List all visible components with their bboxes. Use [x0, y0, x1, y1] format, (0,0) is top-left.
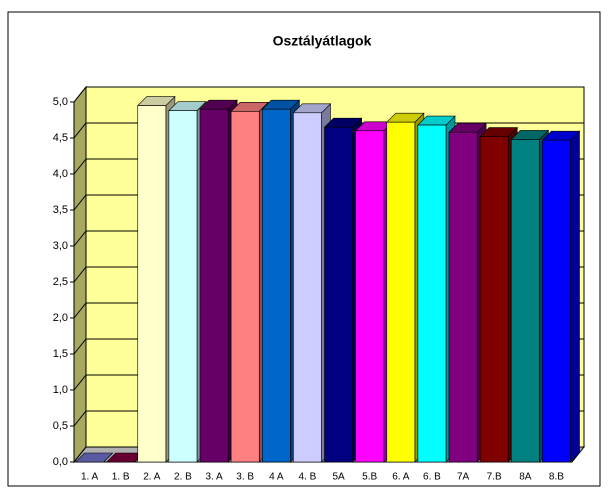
x-tick-label: 7.B [487, 472, 502, 483]
bar [230, 111, 260, 463]
y-tick-label: 0,5 [53, 420, 68, 432]
x-tick-label: 2. B [174, 472, 192, 483]
y-tick-label: 4,0 [53, 168, 68, 180]
x-tick-label: 4. B [299, 472, 317, 483]
bar [386, 121, 416, 463]
y-tick-label: 2,5 [53, 276, 68, 288]
bar [168, 110, 198, 463]
bar [479, 136, 509, 463]
x-tick-label: 6. A [392, 472, 410, 483]
y-tick-label: 5,0 [53, 96, 68, 108]
y-tick-label: 1,0 [53, 384, 68, 396]
x-tick-label: 3. B [236, 472, 254, 483]
chart-title: Osztályátlagok [273, 33, 372, 49]
grid-line [73, 86, 584, 103]
bar [261, 108, 291, 463]
y-tick-label: 4,5 [53, 132, 68, 144]
y-tick-label: 3,5 [53, 204, 68, 216]
x-tick-label: 2. A [143, 472, 161, 483]
x-tick-label: 1. A [81, 472, 99, 483]
bar [542, 139, 571, 463]
x-tick-label: 7A [457, 472, 470, 483]
x-tick-label: 5.B [362, 472, 377, 483]
bar [448, 131, 478, 463]
bar [324, 126, 353, 463]
x-tick-label: 6. B [423, 472, 441, 483]
y-tick-label: 0,0 [53, 456, 68, 468]
bar [293, 112, 322, 463]
x-tick-label: 4 A [269, 472, 284, 483]
y-tick-label: 3,0 [53, 240, 68, 252]
bar [417, 124, 447, 463]
x-tick-label: 8.B [549, 472, 564, 483]
bar [137, 105, 167, 463]
x-tick-label: 1. B [112, 472, 130, 483]
y-tick-label: 1,5 [53, 348, 68, 360]
bar [355, 130, 385, 463]
x-tick-label: 3. A [205, 472, 223, 483]
y-tick-label: 2,0 [53, 312, 68, 324]
bar-top [74, 452, 114, 463]
x-tick-label: 8A [519, 472, 532, 483]
bar [510, 139, 540, 463]
x-tick-label: 5A [332, 472, 345, 483]
bar [199, 108, 229, 463]
bar-side [570, 130, 580, 463]
